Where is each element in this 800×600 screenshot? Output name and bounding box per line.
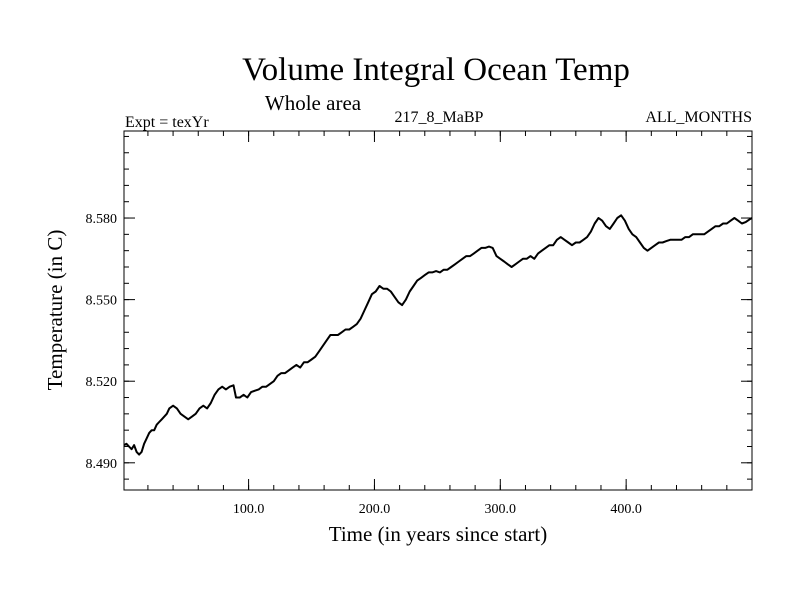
chart-subtitle: Whole area [265,91,362,115]
x-axis-tick-labels: 100.0 200.0 300.0 400.0 [233,502,642,517]
x-axis-ticks [147,131,753,490]
y-axis-ticks [124,135,752,480]
header-right-label: ALL_MONTHS [645,109,752,126]
y-tick-label: 8.580 [86,212,118,227]
x-tick-label: 100.0 [233,502,265,517]
chart-title: Volume Integral Ocean Temp [242,52,630,88]
x-tick-label: 300.0 [485,502,517,517]
header-center-label: 217_8_MaBP [395,109,484,126]
y-axis-label: Temperature (in C) [43,230,67,391]
y-tick-label: 8.490 [86,457,118,472]
y-tick-label: 8.520 [86,375,118,390]
x-axis-label: Time (in years since start) [329,522,548,546]
y-tick-label: 8.550 [86,294,118,309]
y-axis-tick-labels: 8.490 8.520 8.550 8.580 [86,212,118,472]
plot-frame [123,130,753,491]
header-left-label: Expt = texYr [125,114,209,131]
x-tick-label: 400.0 [610,502,642,517]
series-line [123,214,753,456]
x-tick-label: 200.0 [359,502,391,517]
